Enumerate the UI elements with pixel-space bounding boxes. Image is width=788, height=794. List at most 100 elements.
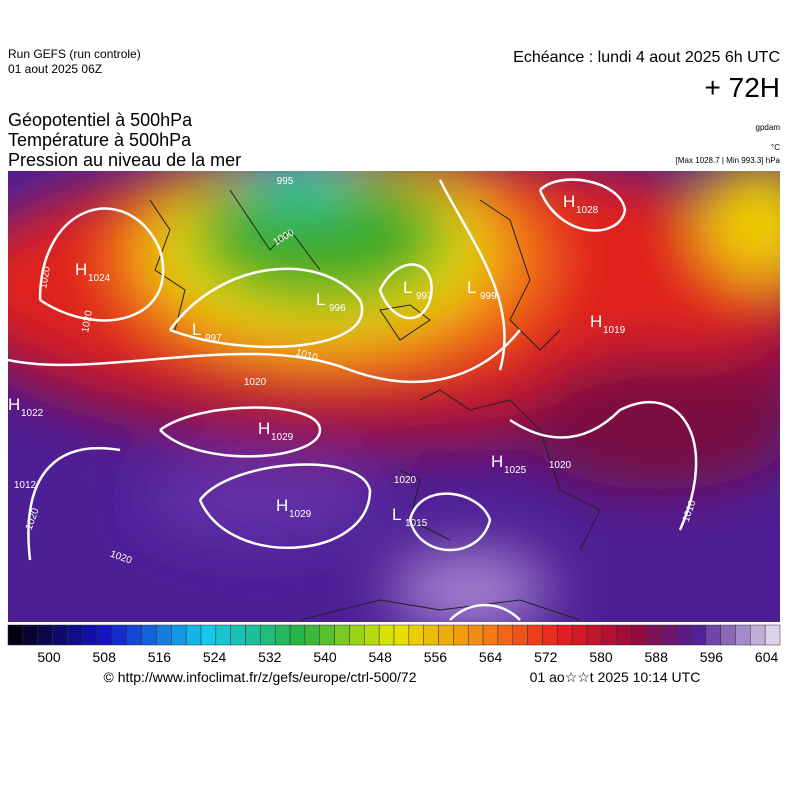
run: Run GEFS (run controle) (8, 47, 141, 61)
center-value: 1025 (504, 465, 527, 476)
colorbar-swatch (364, 624, 380, 646)
center-kind: L (392, 505, 401, 524)
colorbar-swatch (497, 624, 514, 646)
center-kind: H (276, 496, 288, 515)
colorbar-swatch (482, 624, 499, 646)
colorbar-swatch (349, 624, 365, 646)
center-kind: H (75, 260, 87, 279)
isobar-label: 1020 (80, 309, 95, 333)
colorbar-swatch (720, 624, 736, 646)
colorbar-label: 580 (589, 649, 613, 665)
center-kind: L (316, 290, 325, 309)
colorbar-swatch (126, 624, 142, 646)
center-value: 1019 (603, 325, 626, 336)
colorbar-swatch (527, 624, 543, 646)
center-kind: H (563, 192, 575, 211)
colorbar-swatch (156, 624, 172, 646)
colorbar-swatch (750, 624, 766, 646)
unit: gpdam (756, 123, 781, 132)
colorbar-swatch (675, 624, 692, 646)
colorbar-label: 524 (203, 649, 227, 665)
center-value: 1029 (271, 432, 294, 443)
colorbar-swatch (215, 624, 231, 646)
center-value: 1022 (21, 408, 44, 419)
isobar-label: 995 (277, 176, 294, 187)
colorbar-swatch (200, 624, 217, 646)
colorbar-swatch (37, 624, 53, 646)
center-value: 997 (205, 333, 222, 344)
colorbar-swatch (764, 624, 781, 646)
colorbar-swatch (705, 624, 721, 646)
colorbar-swatch (334, 624, 350, 646)
center-value: 1024 (88, 273, 111, 284)
colorbar-label: 516 (148, 649, 172, 665)
center-value: 1029 (289, 509, 312, 520)
center-kind: H (491, 452, 503, 471)
run-date: 01 aout 2025 06Z (8, 62, 102, 76)
colorbar-label: 500 (37, 649, 61, 665)
colorbar-swatch (601, 624, 617, 646)
center-kind: H (590, 312, 602, 331)
center-kind: L (403, 278, 412, 297)
colorbar-label: 588 (645, 649, 669, 665)
colorbar-swatch (289, 624, 306, 646)
colorbar-swatch (141, 624, 157, 646)
colorbar-swatch (467, 624, 484, 646)
center-kind: H (258, 419, 270, 438)
colorbar-swatch (274, 624, 291, 646)
colorbar-swatch (542, 624, 558, 646)
colorbar-swatch (660, 624, 677, 646)
colorbar-swatch (185, 624, 202, 646)
colorbar-swatch (690, 624, 707, 646)
colorbar-label: 556 (424, 649, 448, 665)
colorbar-swatch (7, 624, 24, 646)
colorbar-swatch (423, 624, 439, 646)
colorbar-label: 532 (258, 649, 282, 665)
colorbar-swatch (512, 624, 528, 646)
colorbar-swatch (260, 624, 276, 646)
isobar-label: 1020 (244, 377, 267, 388)
center-value: 1028 (576, 205, 599, 216)
title: Pression au niveau de la mer (8, 150, 241, 170)
isobar-label: 1020 (549, 460, 572, 471)
title: Géopotentiel à 500hPa (8, 110, 193, 130)
colorbar-label: 548 (369, 649, 393, 665)
colorbar-swatch (735, 624, 751, 646)
colorbar-swatch (616, 624, 632, 646)
colorbar-label: 572 (534, 649, 558, 665)
unit: °C (771, 143, 780, 152)
echeance: Echéance : lundi 4 aout 2025 6h UTC (513, 49, 780, 66)
colorbar-swatch (453, 624, 469, 646)
colorbar-swatch (52, 624, 68, 646)
colorbar-label: 508 (93, 649, 117, 665)
lead: + 72H (705, 72, 781, 103)
center-kind: L (467, 278, 476, 297)
colorbar-swatch (393, 624, 410, 646)
colorbar-swatch (111, 624, 128, 646)
center-value: 999 (480, 291, 497, 302)
isobar-label: 1020 (38, 265, 53, 289)
colorbar-swatch (304, 624, 321, 646)
unit: [Max 1028.7 | Min 993.3] hPa (676, 156, 781, 165)
colorbar-swatch (96, 624, 113, 646)
center-kind: L (192, 320, 201, 339)
colorbar-swatch (586, 624, 603, 646)
colorbar-swatch (171, 624, 187, 646)
colorbar-swatch (631, 624, 647, 646)
isobar-label: 1020 (394, 475, 417, 486)
colorbar-swatch (646, 624, 662, 646)
colorbar-swatch (67, 624, 83, 646)
colorbar-label: 540 (313, 649, 337, 665)
center-value: 996 (329, 303, 346, 314)
colorbar-swatch (438, 624, 454, 646)
colorbar-swatch (557, 624, 573, 646)
colorbar-label: 564 (479, 649, 503, 665)
center-value: 993 (416, 291, 433, 302)
colorbar-swatch (378, 624, 395, 646)
title: Température à 500hPa (8, 130, 192, 150)
center-value: 1015 (405, 518, 428, 529)
isobar-label: 1012 (14, 480, 37, 491)
center-kind: H (8, 395, 20, 414)
